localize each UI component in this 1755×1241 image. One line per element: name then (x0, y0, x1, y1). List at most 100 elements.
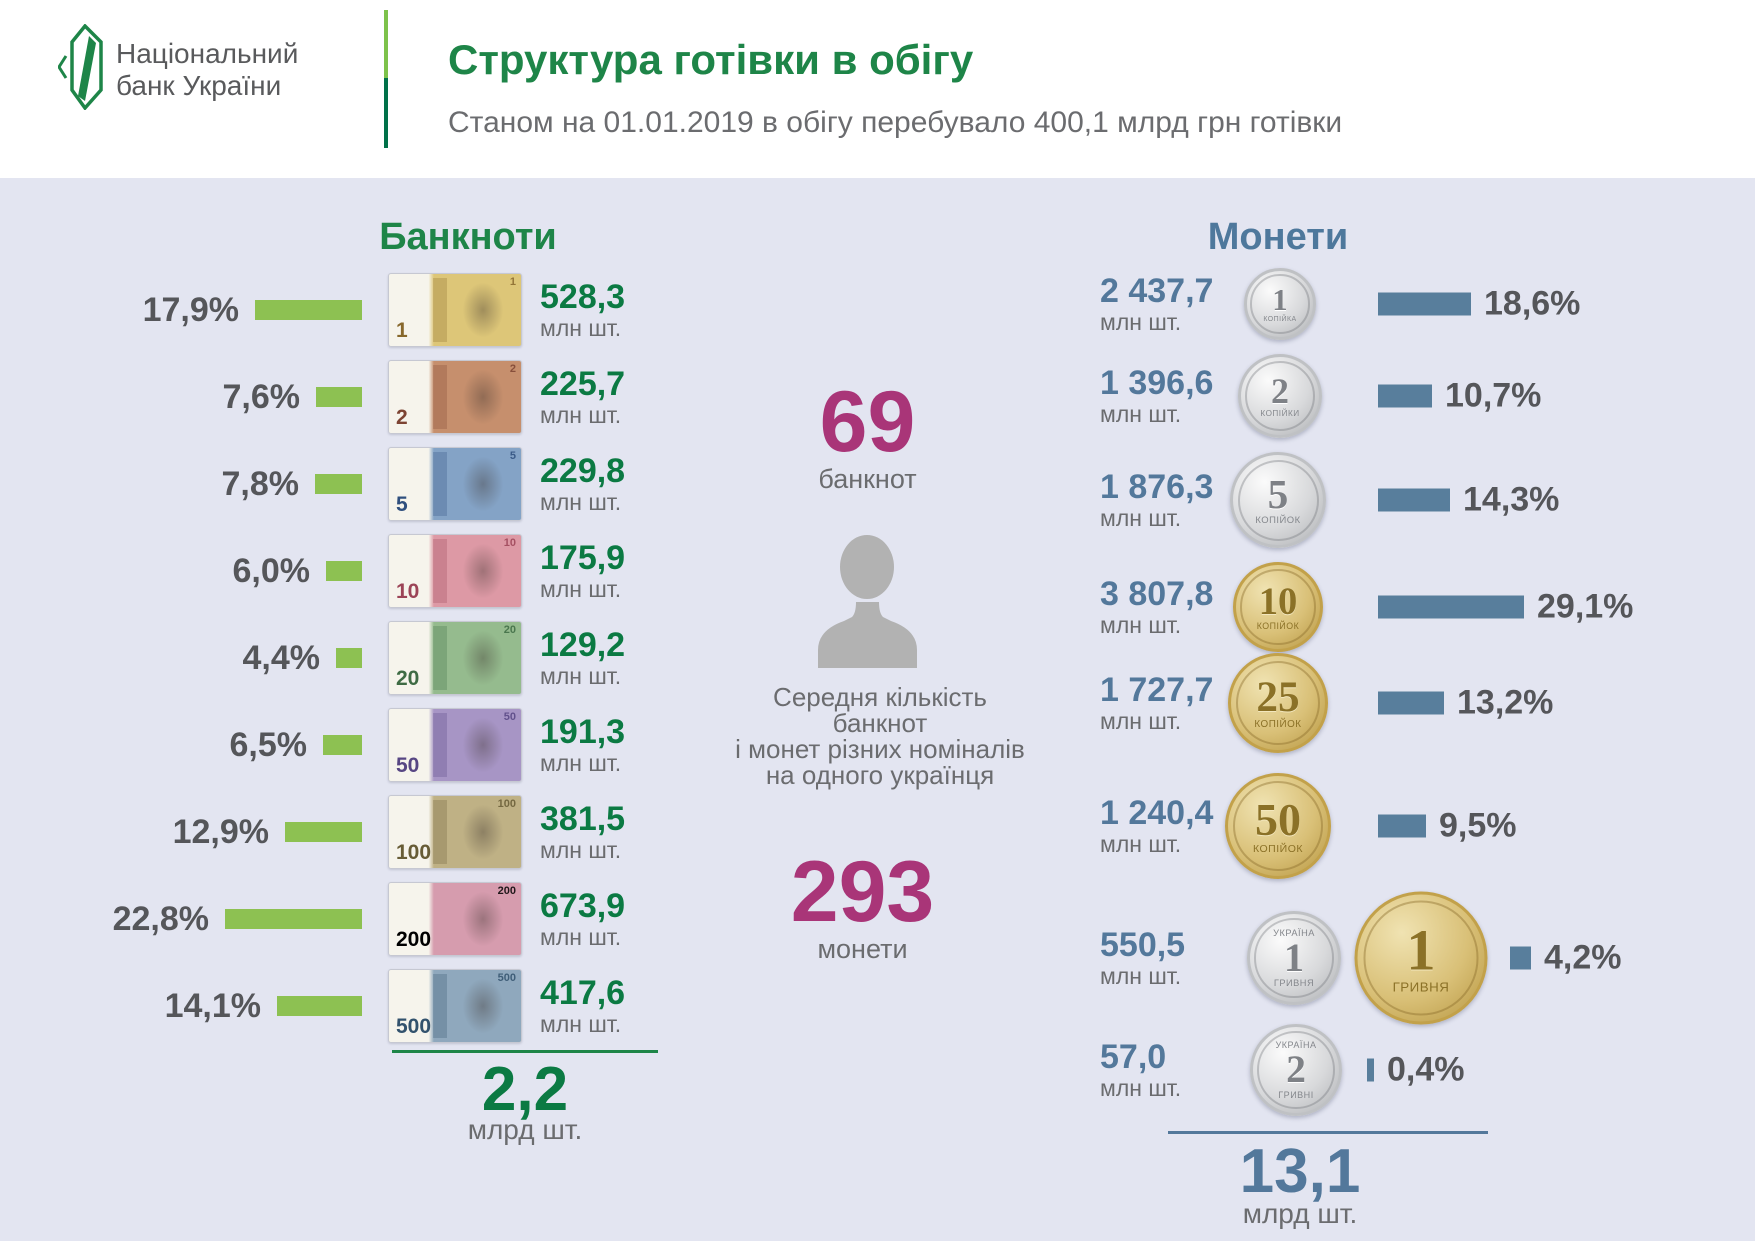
coins-total-divider (1168, 1131, 1488, 1134)
coin-row: 2 437,7 млн шт. 1 копійка 18,6% (0, 234, 1755, 374)
coin-row: 57,0 млн шт. Україна 2 гривні 0,4% (0, 1000, 1755, 1140)
banknotes-total-unit: млрд шт. (467, 1114, 583, 1145)
denomination-label-small: 500 (497, 972, 516, 984)
banknote-share-bar (225, 909, 362, 929)
coin-count-value: 1 240,4 (1100, 794, 1214, 832)
coin-image-5-kopiyok: 5 копійок (1230, 452, 1326, 548)
denomination-label: 1 (396, 319, 408, 342)
coins-per-person-label: монети (817, 934, 908, 964)
coin-row: 3 807,8 млн шт. 10 копійок 29,1% (0, 537, 1755, 677)
banknote-bar-group: 17,9% (0, 265, 362, 355)
coin-share-bar (1378, 384, 1432, 408)
banknote-count-value: 673,9 (540, 887, 626, 925)
denomination-label-small: 50 (503, 711, 516, 723)
coin-count: 3 807,8 млн шт. (1100, 576, 1213, 638)
banknote-share-label: 4,4% (242, 638, 321, 677)
banknote-row: 7,8% 5 5 229,8 млн шт. (0, 439, 1755, 529)
coin-image-2-kopiyky: 2 копійки (1238, 354, 1322, 438)
coin-image-10-kopiyok: 10 копійок (1233, 562, 1323, 652)
coin-count-value: 3 807,8 (1100, 575, 1214, 613)
coins-per-person-value: 293 (790, 844, 935, 940)
banknote-image: 20 20 (388, 621, 522, 695)
banknote-image: 200 200 (388, 882, 522, 956)
coin-image-1-hryvnia-silver: Україна 1 гривня (1247, 911, 1341, 1005)
banknote-count-value: 381,5 (540, 800, 626, 838)
banknote-row: 4,4% 20 20 129,2 млн шт. (0, 613, 1755, 703)
coin-count-value: 1 727,7 (1100, 671, 1214, 709)
coin-count-unit: млн шт. (1100, 708, 1182, 734)
banknote-row: 22,8% 200 200 673,9 млн шт. (0, 874, 1755, 964)
coin-sub-label: копійка (1263, 315, 1297, 323)
banknote-share-label: 12,9% (172, 812, 269, 851)
banknote-count: 417,6 млн шт. (540, 975, 625, 1037)
coin-share-bar (1378, 292, 1471, 316)
denomination-label: 100 (396, 841, 432, 864)
banknote-row: 12,9% 100 100 381,5 млн шт. (0, 787, 1755, 877)
coin-count-unit: млн шт. (1100, 612, 1182, 638)
denomination-label-small: 10 (503, 537, 516, 549)
coin-count-value: 550,5 (1100, 926, 1186, 964)
org-name-line1: Національний (116, 38, 299, 69)
coin-denomination: 50 (1255, 794, 1301, 845)
coin-image-50-kopiyok: 50 копійок (1225, 773, 1331, 879)
banknote-count-unit: млн шт. (540, 1011, 622, 1037)
coin-denomination: 1 (1272, 283, 1288, 318)
banknote-count: 225,7 млн шт. (540, 366, 625, 428)
coin-image-1-kopiyka: 1 копійка (1244, 268, 1316, 340)
banknote-share-bar (315, 474, 362, 494)
coin-row: 550,5 млн шт. Україна 1 гривня 1 гривня … (0, 888, 1755, 1028)
banknote-count-value: 175,9 (540, 539, 626, 577)
coin-count: 1 396,6 млн шт. (1100, 365, 1213, 427)
coin-share-label: 29,1% (1537, 587, 1634, 626)
coin-share-bar (1378, 691, 1444, 715)
banknote-image: 50 50 (388, 708, 522, 782)
coin-share-label: 0,4% (1387, 1050, 1465, 1089)
denomination-label-small: 200 (497, 885, 516, 897)
coin-count-unit: млн шт. (1100, 831, 1182, 857)
coin-top-label: Україна (1273, 927, 1315, 938)
banknote-share-label: 6,5% (229, 725, 308, 764)
banknote-image: 100 100 (388, 795, 522, 869)
denomination-label-small: 5 (509, 450, 516, 462)
coins-total-unit: млрд шт. (1242, 1198, 1358, 1229)
denomination-label-small: 2 (509, 363, 516, 375)
banknote-count: 175,9 млн шт. (540, 540, 625, 602)
banknote-share-label: 14,1% (164, 986, 261, 1025)
coin-share-bar (1378, 488, 1450, 512)
coin-count-value: 57,0 (1100, 1038, 1167, 1076)
coin-denomination: 5 (1267, 470, 1289, 517)
banknote-count-unit: млн шт. (540, 663, 622, 689)
coin-count: 1 727,7 млн шт. (1100, 672, 1213, 734)
coin-share-bar (1378, 595, 1524, 619)
banknote-share-bar (336, 648, 362, 668)
coin-share-label: 9,5% (1439, 806, 1517, 845)
banknote-image: 5 5 (388, 447, 522, 521)
denomination-label: 50 (396, 754, 420, 777)
coin-denomination: 2 (1271, 370, 1289, 411)
banknote-row: 17,9% 1 1 528,3 млн шт. (0, 265, 1755, 355)
banknote-image: 2 2 (388, 360, 522, 434)
org-name-line2: банк України (116, 70, 282, 101)
banknote-bar-group: 22,8% (0, 874, 362, 964)
coin-count-value: 1 396,6 (1100, 364, 1214, 402)
banknote-row: 6,5% 50 50 191,3 млн шт. (0, 700, 1755, 790)
banknote-share-bar (255, 300, 362, 320)
caption-line3: на одного українця (765, 760, 995, 790)
coin-image-1-hryvnia-gold: 1 гривня (1354, 891, 1488, 1025)
coin-count: 57,0 млн шт. (1100, 1039, 1181, 1101)
coin-bar-group: 0,4% (1367, 1051, 1465, 1090)
banknote-row: 6,0% 10 10 175,9 млн шт. (0, 526, 1755, 616)
coin-row: 1 727,7 млн шт. 25 копійок 13,2% (0, 633, 1755, 773)
coin-count: 550,5 млн шт. (1100, 927, 1185, 989)
banknote-image: 10 10 (388, 534, 522, 608)
coin-denomination: 1 (1406, 917, 1436, 983)
coin-share-bar (1510, 946, 1531, 970)
coin-bar-group: 29,1% (1378, 588, 1633, 627)
banknote-count-value: 229,8 (540, 452, 626, 490)
per-person-caption: Середня кількість банкнот і монет різних… (730, 684, 1030, 788)
coin-share-label: 14,3% (1463, 480, 1560, 519)
banknote-share-label: 7,6% (222, 377, 301, 416)
banknote-share-label: 17,9% (142, 290, 239, 329)
banknote-count-value: 528,3 (540, 278, 626, 316)
